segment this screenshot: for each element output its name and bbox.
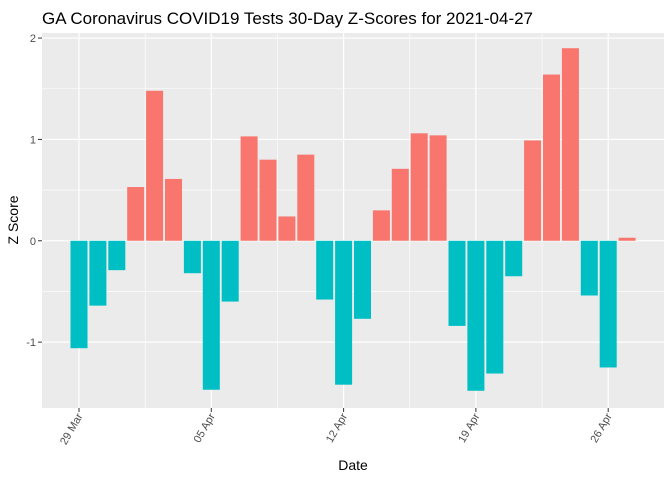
x-tick-label: 19 Apr <box>456 411 482 445</box>
chart-title: GA Coronavirus COVID19 Tests 30-Day Z-Sc… <box>42 9 533 28</box>
bar <box>410 133 428 241</box>
bar <box>278 216 296 241</box>
bar <box>146 90 164 241</box>
bar <box>240 136 258 241</box>
major-gridlines <box>42 33 664 408</box>
x-tick-label: 05 Apr <box>192 411 218 445</box>
bars-group <box>70 48 636 391</box>
bar <box>70 240 88 349</box>
bar <box>259 159 277 241</box>
bar <box>599 240 617 368</box>
bar <box>183 240 201 274</box>
bar <box>429 135 447 241</box>
y-tick-label: 0 <box>30 236 36 248</box>
y-axis: -1 0 1 2 <box>26 33 42 349</box>
bar <box>391 168 409 241</box>
bar <box>127 187 145 241</box>
bar <box>164 178 183 241</box>
bar <box>297 154 315 241</box>
x-tick-label: 29 Mar <box>58 411 86 447</box>
y-tick-label: 2 <box>30 33 36 45</box>
y-tick-label: -1 <box>26 337 36 349</box>
bar <box>580 240 598 296</box>
bar <box>561 48 579 241</box>
bar <box>353 240 372 319</box>
bar <box>486 240 504 374</box>
plot-panel <box>42 33 664 408</box>
bar <box>467 240 485 391</box>
bar <box>316 240 334 300</box>
bar <box>335 240 353 385</box>
x-axis: 29 Mar 05 Apr 12 Apr 19 Apr 26 Apr <box>58 408 615 447</box>
bar <box>505 240 523 277</box>
bar <box>524 140 542 241</box>
y-axis-label: Z Score <box>5 195 21 244</box>
bar <box>202 240 220 390</box>
bar <box>108 240 126 271</box>
x-tick-label: 26 Apr <box>588 411 614 445</box>
minor-gridlines <box>42 33 664 408</box>
bar <box>618 237 636 241</box>
bar <box>89 240 107 306</box>
bar <box>542 74 561 241</box>
x-axis-label: Date <box>338 457 368 473</box>
y-tick-label: 1 <box>30 134 36 146</box>
bar <box>372 210 390 241</box>
x-tick-label: 12 Apr <box>324 411 350 445</box>
bar <box>221 240 239 302</box>
bar <box>448 240 466 326</box>
